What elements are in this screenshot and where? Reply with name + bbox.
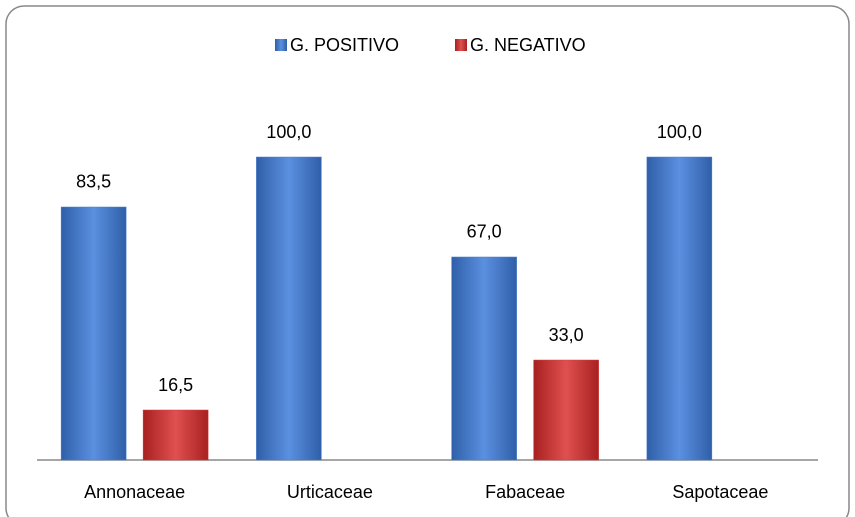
x-tick-label: Fabaceae: [485, 482, 565, 502]
bar: [60, 206, 127, 461]
value-label: 100,0: [657, 122, 702, 142]
legend-label: G. NEGATIVO: [470, 35, 586, 55]
x-tick-label: Urticaceae: [287, 482, 373, 502]
bar: [646, 156, 713, 461]
legend-swatch: [275, 39, 287, 51]
value-label: 83,5: [76, 172, 111, 192]
bar: [256, 156, 322, 461]
value-label: 33,0: [549, 325, 584, 345]
legend-swatch: [455, 39, 467, 51]
x-tick-label: Sapotaceae: [672, 482, 768, 502]
chart-frame: [5, 5, 850, 517]
value-label: 100,0: [266, 122, 311, 142]
bar: [533, 359, 599, 461]
value-label: 67,0: [467, 222, 502, 242]
value-label: 16,5: [158, 375, 193, 395]
x-tick-label: Annonaceae: [84, 482, 185, 502]
legend-label: G. POSITIVO: [290, 35, 399, 55]
bar: [142, 409, 209, 461]
bar: [451, 256, 517, 461]
